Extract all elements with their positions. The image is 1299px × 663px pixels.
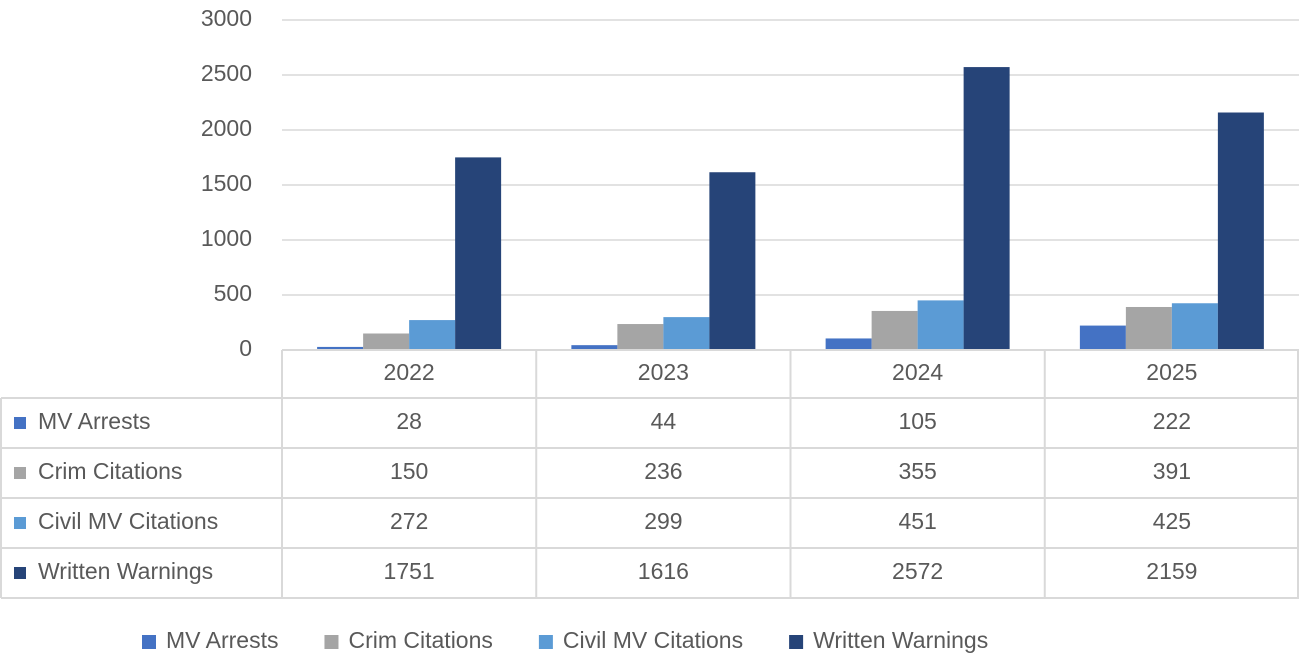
table-cell: 236 [644, 458, 682, 484]
table-legend-key [14, 517, 26, 529]
table-cell: 272 [390, 508, 428, 534]
x-tick-label: 2022 [384, 359, 435, 385]
legend-label: Written Warnings [813, 627, 988, 653]
table-cell: 355 [898, 458, 936, 484]
table-cell: 1751 [384, 558, 435, 584]
bar [1171, 303, 1218, 350]
bar [871, 310, 918, 350]
x-tick-label: 2025 [1146, 359, 1197, 385]
table-cell: 150 [390, 458, 428, 484]
y-tick-label: 1000 [201, 225, 252, 251]
table-row-label: Crim Citations [38, 458, 182, 484]
table-cell: 222 [1153, 408, 1191, 434]
x-tick-label: 2024 [892, 359, 943, 385]
bar [709, 172, 756, 350]
bar [1079, 325, 1126, 350]
table-cell: 1616 [638, 558, 689, 584]
bar [455, 157, 502, 350]
bar [1217, 112, 1264, 350]
table-cell: 299 [644, 508, 682, 534]
bar [617, 324, 664, 350]
y-tick-label: 1500 [201, 170, 252, 196]
table-cell: 28 [396, 408, 422, 434]
table-row-label: MV Arrests [38, 408, 150, 434]
y-tick-label: 2500 [201, 60, 252, 86]
table-cell: 2572 [892, 558, 943, 584]
table-legend-key [14, 567, 26, 579]
y-tick-label: 2000 [201, 115, 252, 141]
y-tick-label: 0 [239, 335, 252, 361]
bar [663, 317, 710, 350]
bar [917, 300, 964, 350]
legend-key [324, 635, 339, 649]
legend-label: MV Arrests [166, 627, 278, 653]
bar [317, 346, 364, 350]
table-cell: 44 [651, 408, 677, 434]
bar [963, 67, 1010, 350]
bar [363, 333, 410, 350]
table-cell: 425 [1153, 508, 1191, 534]
legend-key [538, 635, 553, 649]
bar [1125, 306, 1172, 350]
table-row-label: Written Warnings [38, 558, 213, 584]
table-cell: 105 [898, 408, 936, 434]
y-tick-label: 500 [214, 280, 252, 306]
table-legend-key [14, 467, 26, 479]
legend-key [789, 635, 804, 649]
x-tick-label: 2023 [638, 359, 689, 385]
y-tick-label: 3000 [201, 5, 252, 31]
legend-label: Civil MV Citations [563, 627, 743, 653]
bar [409, 320, 456, 350]
table-cell: 391 [1153, 458, 1191, 484]
table-cell: 2159 [1146, 558, 1197, 584]
bar [571, 345, 618, 350]
legend-key [142, 635, 156, 649]
table-legend-key [14, 417, 26, 429]
table-row-label: Civil MV Citations [38, 508, 218, 534]
legend-label: Crim Citations [348, 627, 492, 653]
bar [825, 338, 872, 350]
table-cell: 451 [898, 508, 936, 534]
